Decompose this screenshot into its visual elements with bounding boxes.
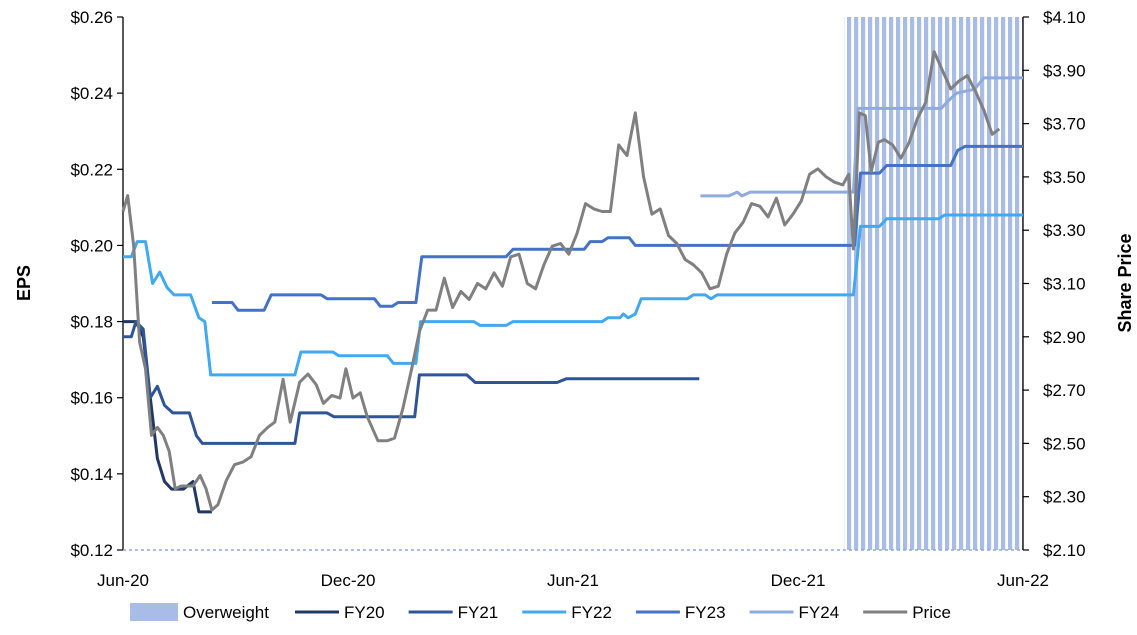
y2-tick-label: $3.10 [1043, 275, 1086, 294]
legend: Overweight FY20 FY21 FY22 FY23 FY24 Price [130, 603, 951, 622]
y-tick-label: $0.16 [70, 389, 113, 408]
y-tick-label: $0.20 [70, 236, 113, 255]
series-line-fy21 [123, 320, 700, 445]
series-line-fy20 [123, 320, 212, 514]
x-tick-label: Jun-20 [97, 571, 149, 590]
shaded-region-overweight [843, 17, 1023, 550]
x-tick-label: Jun-21 [547, 571, 599, 590]
y2-tick-label: $3.90 [1043, 61, 1086, 80]
y2-tick-label: $2.10 [1043, 541, 1086, 560]
legend-label-overweight: Overweight [183, 603, 269, 622]
series-line-fy23 [211, 144, 1023, 312]
y-tick-label: $0.26 [70, 8, 113, 27]
y2-tick-label: $2.70 [1043, 381, 1086, 400]
y-tick-label: $0.14 [70, 465, 113, 484]
x-tick-label: Dec-20 [321, 571, 376, 590]
legend-label-fy22: FY22 [571, 603, 612, 622]
y2-axis-title: Share Price [1115, 233, 1135, 332]
y2-tick-label: $3.30 [1043, 221, 1086, 240]
tick-labels: $0.12 $0.14 $0.16 $0.18 $0.20 $0.22 $0.24 $0.26… [70, 8, 1085, 590]
y2-tick-label: $3.70 [1043, 115, 1086, 134]
series-lines [121, 50, 1023, 514]
x-tick-label: Dec-21 [771, 571, 826, 590]
y2-tick-label: $2.30 [1043, 488, 1086, 507]
x-tick-label: Jun-22 [997, 571, 1049, 590]
y2-tick-label: $4.10 [1043, 8, 1086, 27]
shaded-regions [843, 17, 1023, 550]
legend-label-fy24: FY24 [799, 603, 840, 622]
series-line-price [121, 50, 1001, 512]
y2-tick-label: $3.50 [1043, 168, 1086, 187]
legend-label-fy23: FY23 [685, 603, 726, 622]
series-line-fy22 [123, 213, 1023, 377]
legend-label-price: Price [912, 603, 951, 622]
y2-tick-label: $2.90 [1043, 328, 1086, 347]
y-tick-label: $0.24 [70, 84, 113, 103]
y-tick-label: $0.22 [70, 160, 113, 179]
legend-label-fy20: FY20 [344, 603, 385, 622]
y-axis-title: EPS [14, 265, 34, 301]
y-tick-label: $0.18 [70, 313, 113, 332]
axes [117, 16, 1029, 551]
y-tick-label: $0.12 [70, 541, 113, 560]
y2-tick-label: $2.50 [1043, 434, 1086, 453]
legend-swatch-overweight [130, 603, 178, 621]
legend-label-fy21: FY21 [458, 603, 499, 622]
